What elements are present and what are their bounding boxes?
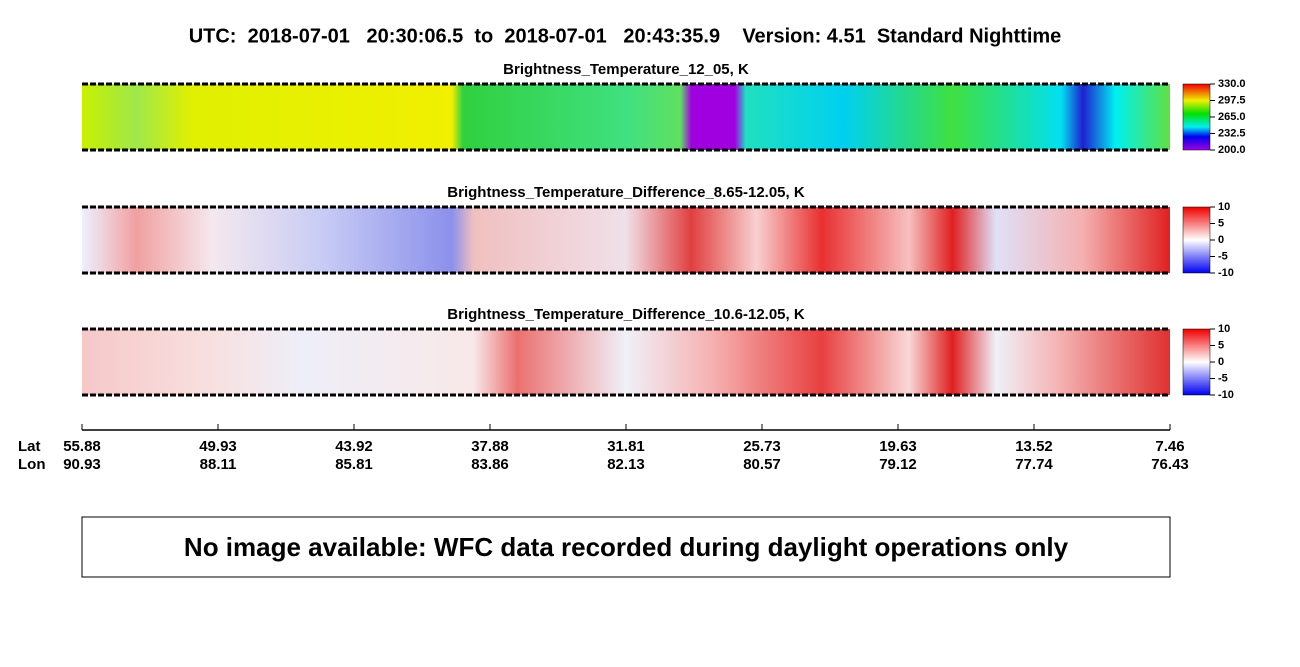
lat-value: 37.88 bbox=[471, 438, 509, 455]
colorbar-tick-label: 330.0 bbox=[1218, 78, 1246, 90]
lat-value: 31.81 bbox=[607, 438, 645, 455]
lon-value: 79.12 bbox=[879, 456, 917, 473]
lon-value: 77.74 bbox=[1015, 456, 1053, 473]
lon-value: 82.13 bbox=[607, 456, 645, 473]
lat-value: 19.63 bbox=[879, 438, 917, 455]
lon-value: 88.11 bbox=[200, 456, 237, 473]
colorbar-tick-label: 5 bbox=[1218, 217, 1224, 229]
lat-value: 7.46 bbox=[1155, 438, 1184, 455]
lon-value: 80.57 bbox=[743, 456, 781, 473]
panel-title: Brightness_Temperature_12_05, K bbox=[503, 61, 749, 78]
title: UTC: 2018-07-01 20:30:06.5 to 2018-07-01… bbox=[189, 25, 1062, 47]
colorbar-tick-label: -5 bbox=[1218, 372, 1228, 384]
colorbar-tick-label: 10 bbox=[1218, 201, 1230, 213]
lat-value: 25.73 bbox=[743, 438, 781, 455]
colorbar-tick-label: 297.5 bbox=[1218, 94, 1246, 106]
lon-value: 90.93 bbox=[63, 456, 101, 473]
colorbar-tick-label: 5 bbox=[1218, 339, 1224, 351]
colorbar-tick-label: 200.0 bbox=[1218, 144, 1246, 156]
message: No image available: WFC data recorded du… bbox=[184, 532, 1069, 562]
lat-value: 43.92 bbox=[335, 438, 373, 455]
panel-title: Brightness_Temperature_Difference_8.65-1… bbox=[447, 184, 805, 201]
lon-value: 85.81 bbox=[335, 456, 373, 473]
lat-value: 13.52 bbox=[1015, 438, 1053, 455]
colorbar-tick-label: -10 bbox=[1218, 267, 1234, 279]
colorbar-tick-label: 10 bbox=[1218, 323, 1230, 335]
colorbar bbox=[1182, 328, 1211, 396]
colorbar-tick-label: 0 bbox=[1218, 356, 1224, 368]
colorbar-tick-label: 265.0 bbox=[1218, 111, 1246, 123]
strip-image bbox=[82, 329, 1170, 395]
colorbar bbox=[1182, 206, 1211, 274]
colorbar-tick-label: 232.5 bbox=[1218, 127, 1246, 139]
lat-value: 49.93 bbox=[199, 438, 237, 455]
colorbar-tick-label: -5 bbox=[1218, 250, 1228, 262]
panel-title: Brightness_Temperature_Difference_10.6-1… bbox=[447, 306, 805, 323]
lon-value: 76.43 bbox=[1151, 456, 1189, 473]
message-box bbox=[81, 516, 1171, 578]
colorbar-tick-label: -10 bbox=[1218, 389, 1234, 401]
strip-image bbox=[82, 207, 1170, 273]
lon-value: 83.86 bbox=[471, 456, 509, 473]
colorbar bbox=[1182, 83, 1211, 151]
lat-value: 55.88 bbox=[63, 438, 101, 455]
lon-label: Lon bbox=[18, 456, 46, 473]
strip-image bbox=[82, 84, 1170, 150]
colorbar-tick-label: 0 bbox=[1218, 234, 1224, 246]
lat-label: Lat bbox=[18, 438, 41, 455]
